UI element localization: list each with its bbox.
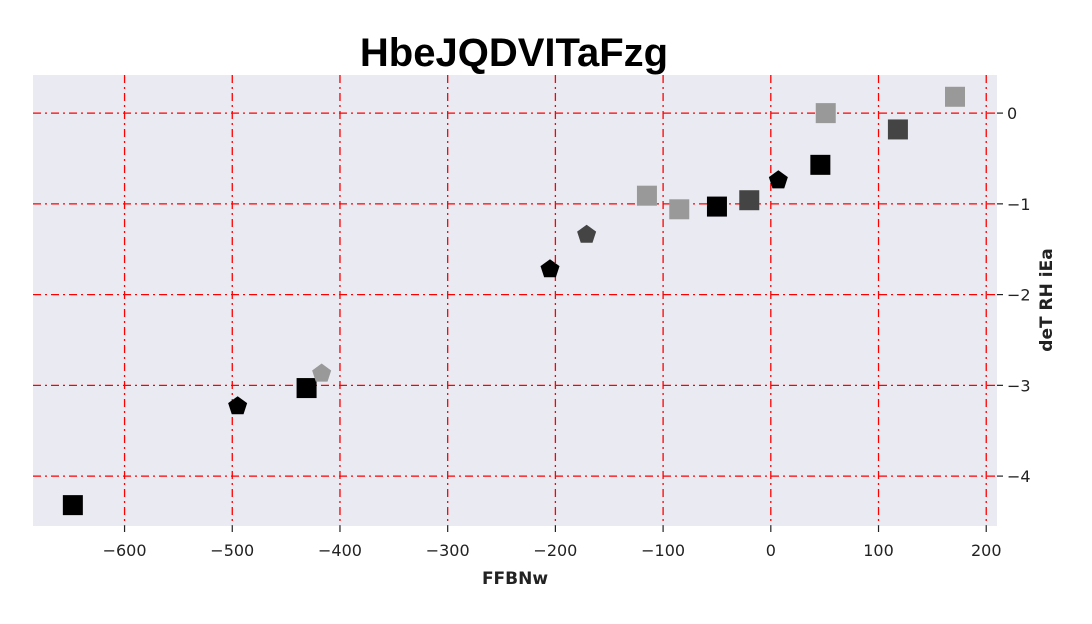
y-axis-label: deT RH iEa bbox=[1037, 248, 1057, 351]
y-tick-label: 0 bbox=[1007, 104, 1017, 123]
data-point-square bbox=[944, 86, 965, 107]
x-tick-label: −200 bbox=[533, 541, 577, 560]
y-tick-label: −2 bbox=[1007, 286, 1031, 305]
data-point-square bbox=[815, 103, 836, 124]
x-tick-label: −400 bbox=[318, 541, 362, 560]
x-tick-label: −600 bbox=[103, 541, 147, 560]
data-point-pentagon bbox=[312, 363, 332, 382]
x-tick-label: 100 bbox=[863, 541, 894, 560]
data-point-square bbox=[810, 154, 831, 175]
grid-lines bbox=[33, 75, 997, 526]
x-axis: −600 −500 −400 −300 −200 −100 0 100 200 bbox=[103, 526, 1002, 560]
data-point-pentagon bbox=[228, 396, 248, 415]
data-point-square bbox=[887, 119, 908, 140]
data-points bbox=[62, 86, 965, 516]
y-tick-label: −3 bbox=[1007, 376, 1031, 395]
data-point-square bbox=[296, 378, 317, 399]
x-tick-label: 0 bbox=[766, 541, 776, 560]
x-tick-label: −300 bbox=[426, 541, 470, 560]
data-point-square bbox=[636, 185, 657, 206]
chart-title: HbeJQDVITaFzg bbox=[360, 31, 668, 75]
y-axis: 0 −1 −2 −3 −4 bbox=[997, 104, 1031, 486]
data-point-pentagon bbox=[577, 224, 597, 243]
data-point-pentagon bbox=[768, 170, 788, 189]
y-tick-label: −1 bbox=[1007, 195, 1031, 214]
data-point-square bbox=[669, 199, 690, 220]
data-point-square bbox=[706, 196, 727, 217]
x-axis-label: FFBNw bbox=[482, 569, 548, 589]
x-tick-label: −500 bbox=[210, 541, 254, 560]
data-point-square bbox=[739, 190, 760, 211]
y-tick-label: −4 bbox=[1007, 467, 1031, 486]
data-point-pentagon bbox=[540, 259, 560, 278]
x-tick-label: 200 bbox=[971, 541, 1002, 560]
x-tick-label: −100 bbox=[641, 541, 685, 560]
data-point-square bbox=[62, 495, 83, 516]
plot-area bbox=[33, 75, 997, 526]
